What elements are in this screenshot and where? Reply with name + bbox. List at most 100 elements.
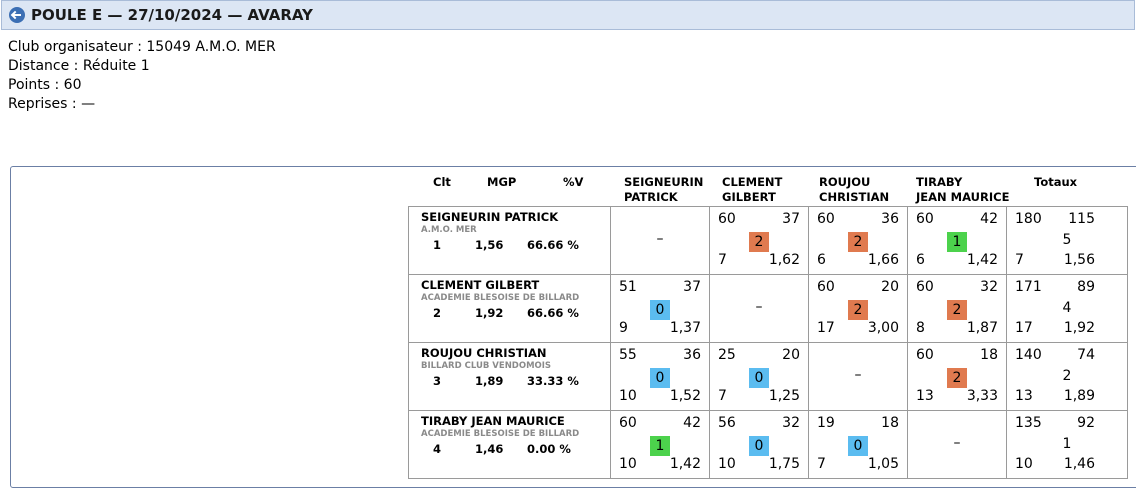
results-panel [10, 166, 1136, 488]
title-bar: POULE E — 27/10/2024 — AVARAY [1, 0, 1135, 30]
player-mgp: 1,46 [475, 442, 504, 456]
match-cell-self: – [808, 342, 908, 411]
player-name: TIRABY JEAN MAURICE [421, 414, 565, 428]
match-cell: 19 18 0 7 1,05 [808, 410, 908, 479]
match-serie: 37 [782, 211, 800, 227]
match-points-badge: 0 [749, 436, 769, 456]
total-points: 180 [1015, 211, 1042, 227]
match-points: 56 [718, 415, 736, 431]
club-organisateur: Club organisateur : 15049 A.M.O. MER [8, 39, 276, 55]
match-points-badge: 2 [848, 232, 868, 252]
table-row: SEIGNEURIN PATRICK A.M.O. MER 1 1,56 66.66 %… [408, 206, 1128, 275]
match-points-badge: 2 [848, 300, 868, 320]
match-cell: 55 36 0 10 1,52 [610, 342, 710, 411]
match-serie: 36 [881, 211, 899, 227]
player-club: BILLARD CLUB VENDOMOIS [421, 361, 552, 371]
col-header-player-4: TIRABY JEAN MAURICE [916, 175, 1010, 204]
player-rank: 2 [433, 306, 442, 320]
total-moyenne: 1,89 [1063, 388, 1095, 404]
back-arrow-icon[interactable] [9, 7, 25, 23]
table-row: TIRABY JEAN MAURICE ACADEMIE BLESOISE DE … [408, 410, 1128, 479]
col-header-totaux: Totaux [1034, 175, 1078, 189]
match-points: 60 [817, 211, 835, 227]
match-moyenne: 1,87 [966, 320, 998, 336]
player-club: ACADEMIE BLESOISE DE BILLARD [421, 293, 580, 303]
match-moyenne: 1,05 [867, 456, 899, 472]
match-reprises: 13 [916, 388, 934, 404]
match-reprises: 6 [916, 252, 925, 268]
total-reprises: 10 [1015, 456, 1033, 472]
player-name: ROUJOU CHRISTIAN [421, 346, 547, 360]
match-points: 60 [916, 211, 934, 227]
total-reprises: 13 [1015, 388, 1033, 404]
player-cell: SEIGNEURIN PATRICK A.M.O. MER 1 1,56 66.66 % [408, 206, 611, 275]
totals-cell: 171 89 4 17 1,92 [1006, 274, 1128, 343]
total-serie: 74 [1077, 347, 1095, 363]
match-points-badge: 0 [650, 300, 670, 320]
match-moyenne: 1,52 [669, 388, 701, 404]
match-cell: 60 42 1 10 1,42 [610, 410, 710, 479]
match-reprises: 7 [817, 456, 826, 472]
total-serie: 92 [1077, 415, 1095, 431]
match-points-badge: 0 [749, 368, 769, 388]
total-serie: 89 [1077, 279, 1095, 295]
match-cell: 60 32 2 8 1,87 [907, 274, 1007, 343]
total-moyenne: 1,46 [1063, 456, 1095, 472]
player-cell: CLEMENT GILBERT ACADEMIE BLESOISE DE BILL… [408, 274, 611, 343]
match-moyenne: 1,75 [768, 456, 800, 472]
match-points-badge: 1 [650, 436, 670, 456]
match-cell-self: – [610, 206, 710, 275]
totals-cell: 180 115 5 7 1,56 [1006, 206, 1128, 275]
player-mgp: 1,89 [475, 374, 504, 388]
player-name: CLEMENT GILBERT [421, 278, 540, 292]
table-row: CLEMENT GILBERT ACADEMIE BLESOISE DE BILL… [408, 274, 1128, 343]
match-cell: 60 37 2 7 1,62 [709, 206, 809, 275]
match-points: 55 [619, 347, 637, 363]
total-serie: 115 [1068, 211, 1095, 227]
match-serie: 42 [683, 415, 701, 431]
total-points: 171 [1015, 279, 1042, 295]
match-cell: 60 36 2 6 1,66 [808, 206, 908, 275]
match-points-badge: 0 [650, 368, 670, 388]
total-match-points: 4 [1062, 300, 1072, 316]
distance: Distance : Réduite 1 [8, 58, 150, 74]
match-cell-self: – [709, 274, 809, 343]
match-reprises: 10 [718, 456, 736, 472]
player-mgp: 1,56 [475, 238, 504, 252]
table-row: ROUJOU CHRISTIAN BILLARD CLUB VENDOMOIS 3 1… [408, 342, 1128, 411]
match-points: 25 [718, 347, 736, 363]
match-moyenne: 1,42 [966, 252, 998, 268]
match-moyenne: 3,00 [867, 320, 899, 336]
match-points: 60 [916, 279, 934, 295]
player-win-pct: 33.33 % [527, 374, 579, 388]
match-points: 51 [619, 279, 637, 295]
total-match-points: 2 [1062, 368, 1072, 384]
player-rank: 1 [433, 238, 442, 252]
match-reprises: 7 [718, 252, 727, 268]
match-moyenne: 1,37 [669, 320, 701, 336]
match-moyenne: 1,62 [768, 252, 800, 268]
col-header-player-2: CLEMENT GILBERT [722, 175, 783, 204]
match-serie: 18 [881, 415, 899, 431]
col-header-player-3: ROUJOU CHRISTIAN [819, 175, 890, 204]
match-cell: 60 42 1 6 1,42 [907, 206, 1007, 275]
total-points: 135 [1015, 415, 1042, 431]
no-match-dash: – [755, 299, 763, 315]
total-reprises: 7 [1015, 252, 1024, 268]
match-moyenne: 1,42 [669, 456, 701, 472]
match-serie: 32 [782, 415, 800, 431]
player-win-pct: 66.66 % [527, 306, 579, 320]
match-reprises: 9 [619, 320, 628, 336]
match-reprises: 17 [817, 320, 835, 336]
match-reprises: 8 [916, 320, 925, 336]
match-cell: 60 18 2 13 3,33 [907, 342, 1007, 411]
no-match-dash: – [953, 435, 961, 451]
match-serie: 42 [980, 211, 998, 227]
no-match-dash: – [854, 367, 862, 383]
match-moyenne: 3,33 [966, 388, 998, 404]
results-grid: SEIGNEURIN PATRICK A.M.O. MER 1 1,56 66.66 %… [408, 206, 1128, 479]
match-points: 60 [619, 415, 637, 431]
player-club: ACADEMIE BLESOISE DE BILLARD [421, 429, 580, 439]
match-points-badge: 0 [848, 436, 868, 456]
player-club: A.M.O. MER [421, 225, 477, 235]
